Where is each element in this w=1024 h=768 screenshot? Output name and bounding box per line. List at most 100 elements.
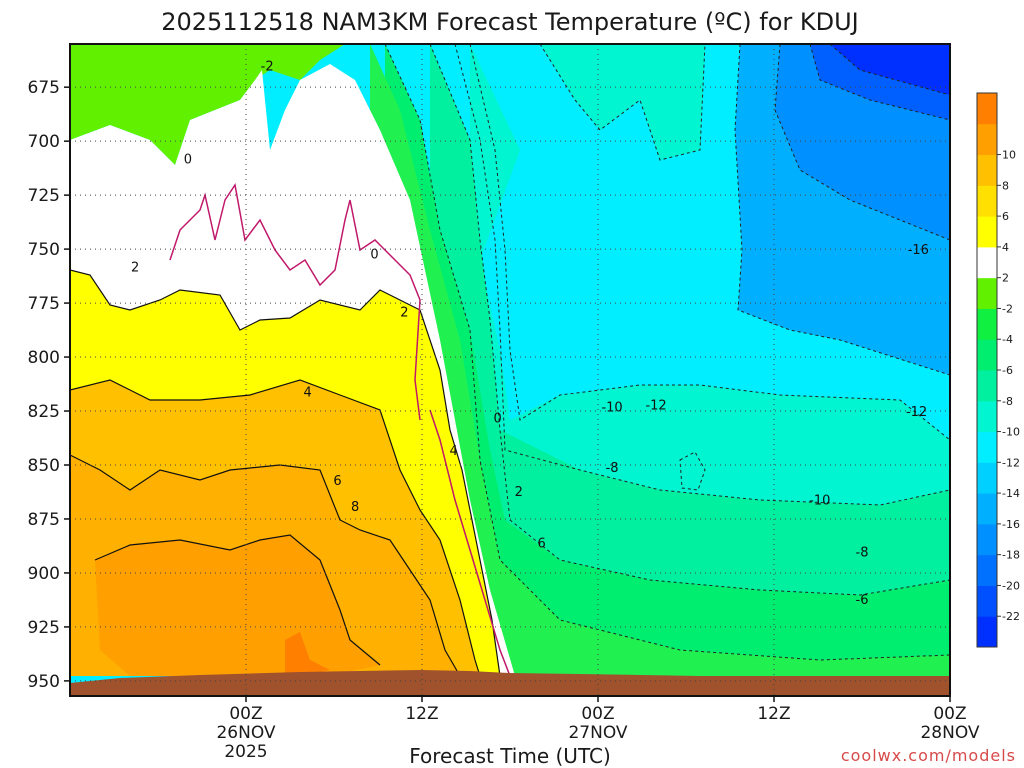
colorbar-swatch [977, 308, 997, 340]
colorbar-swatch [977, 339, 997, 371]
zero-line-lower [429, 409, 511, 677]
x-tick-label: 00Z [581, 704, 614, 724]
colorbar-swatch [977, 493, 997, 525]
colorbar-label: -8 [1002, 395, 1013, 408]
contour-label: -8 [606, 461, 619, 476]
colorbar-label: -4 [1002, 333, 1013, 346]
positive-contours [70, 269, 501, 677]
colorbar-swatch [977, 123, 997, 156]
contour-minus4 [429, 44, 950, 596]
colorbar-swatch [977, 554, 997, 586]
colorbar-label: 6 [1002, 210, 1009, 223]
y-tick-label: 825 [28, 402, 60, 422]
contour-label: -10 [809, 494, 830, 509]
chart-title: 2025112518 NAM3KM Forecast Temperature (… [161, 8, 859, 36]
y-tick-label: 800 [28, 348, 60, 368]
contour-label: 0 [494, 411, 502, 426]
contour-label: -8 [856, 545, 869, 560]
y-tick-label: 675 [28, 78, 60, 98]
colorbar-label: 10 [1002, 149, 1016, 162]
colorbar-label: 4 [1002, 241, 1009, 254]
contour-label: 8 [351, 500, 359, 515]
x-axis-label: Forecast Time (UTC) [409, 744, 611, 768]
x-tick-label: 2025 [224, 742, 267, 762]
y-tick-label: 950 [28, 672, 60, 692]
colorbar-swatch [977, 93, 997, 125]
x-tick-label: 00Z [933, 704, 966, 724]
contour-label: 0 [370, 247, 378, 262]
colorbar-swatch [977, 154, 997, 186]
colorbar-swatch [977, 616, 997, 648]
y-axis: 675 700 725 750 775 800 825 850 875 900 925 950 [28, 78, 70, 692]
contour-minus12 [734, 44, 950, 376]
band-plus8 [95, 535, 380, 676]
y-tick-label: 875 [28, 510, 60, 530]
y-tick-label: 700 [28, 132, 60, 152]
x-tick-label: 12Z [757, 704, 790, 724]
terrain [70, 670, 950, 696]
contour-label: 6 [538, 537, 546, 552]
y-tick-label: 775 [28, 294, 60, 314]
colorbar-swatch [977, 585, 997, 617]
contour-label: -12 [906, 405, 927, 420]
colorbar-label: -12 [1002, 456, 1020, 469]
y-tick-label: 900 [28, 564, 60, 584]
contour-minus10 [539, 44, 706, 161]
y-tick-label: 725 [28, 186, 60, 206]
contour-label: -6 [856, 593, 869, 608]
colorbar-label: -6 [1002, 364, 1013, 377]
zero-line-upper [169, 183, 421, 421]
colorbar-swatch [977, 246, 997, 279]
x-tick-label: 28NOV [920, 723, 979, 743]
contour-label: 4 [303, 386, 311, 401]
contour-label: -16 [908, 243, 929, 258]
colorbar-swatch [977, 185, 997, 217]
band-minus22 [830, 44, 950, 95]
colorbar-label: 8 [1002, 179, 1009, 192]
contour-minus12-blob [679, 451, 706, 491]
contour-plus4 [70, 379, 481, 677]
colorbar-label: -20 [1002, 579, 1020, 592]
contour-label: 2 [515, 485, 523, 500]
colorbar-swatch [977, 216, 997, 248]
colorbar-swatch [977, 370, 997, 402]
x-tick-label: 12Z [405, 704, 438, 724]
colorbar-swatch [977, 277, 997, 309]
contour-minus2 [384, 44, 950, 661]
contour-label: 0 [184, 152, 192, 167]
contour-plus6 [70, 454, 461, 677]
contour-minus18 [829, 44, 950, 96]
colorbar-label: 2 [1002, 272, 1009, 285]
band-minus2 [70, 44, 345, 165]
gridlines [70, 44, 950, 696]
contour-label: 4 [450, 444, 458, 459]
contour-plus2 [70, 269, 501, 677]
contour-label: -10 [601, 401, 622, 416]
contour-minus16 [809, 44, 950, 121]
negative-contours [384, 44, 950, 661]
contour-plus8 [94, 534, 381, 666]
contour-label: -2 [261, 60, 274, 75]
colorbar-label: -18 [1002, 549, 1020, 562]
colorbar-swatch [977, 523, 997, 556]
x-tick-label: 27NOV [568, 723, 627, 743]
contour-minus14 [774, 44, 950, 241]
contour-label: 6 [333, 474, 341, 489]
x-tick-label: 26NOV [216, 723, 275, 743]
plot-area [70, 44, 950, 696]
contour-label: -12 [645, 399, 666, 414]
contour-minus8 [469, 44, 950, 441]
band-plus10 [285, 632, 330, 676]
band-minus8 [430, 44, 950, 696]
plot-frame [69, 43, 951, 697]
colorbar-label: -16 [1002, 518, 1020, 531]
band-minus12-upper [540, 44, 705, 160]
colorbar-label: -2 [1002, 302, 1013, 315]
contour-label: 2 [400, 306, 408, 321]
zero-isotherm [169, 183, 511, 677]
y-tick-label: 925 [28, 618, 60, 638]
